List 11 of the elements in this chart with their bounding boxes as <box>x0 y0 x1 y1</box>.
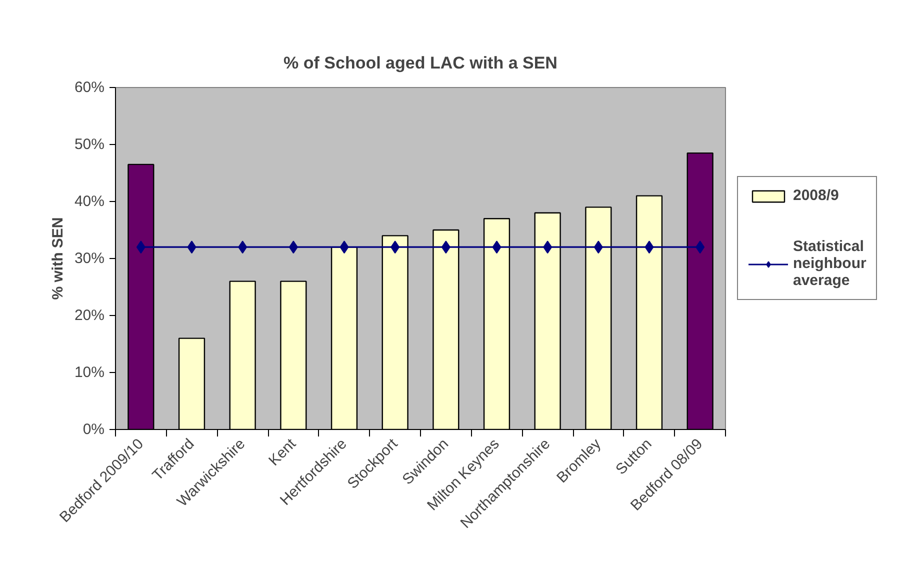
y-tick-label: 40% <box>74 193 105 210</box>
y-tick-label: 60% <box>74 79 105 96</box>
y-tick-label: 10% <box>74 364 105 381</box>
y-tick-label: 0% <box>82 421 105 438</box>
legend-label: Statistical neighbour average <box>793 238 866 289</box>
chart-title: % of School aged LAC with a SEN <box>284 54 558 72</box>
legend-label: 2008/9 <box>793 187 839 204</box>
y-tick-label: 50% <box>74 136 105 153</box>
y-tick-label: 20% <box>74 307 105 324</box>
y-axis-title: % with SEN <box>49 217 66 300</box>
y-tick-label: 30% <box>74 250 105 267</box>
